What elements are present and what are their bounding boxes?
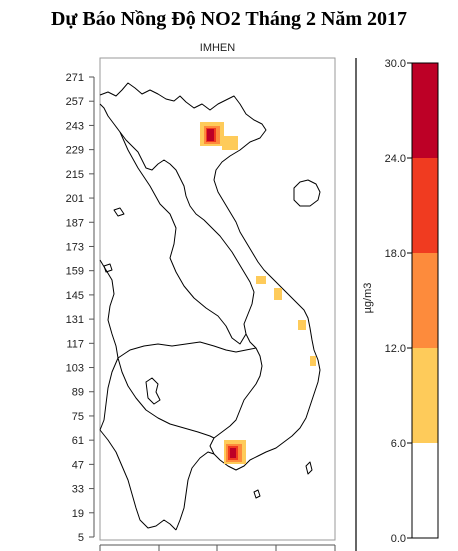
y-tick-label: 243 xyxy=(66,120,84,132)
colorbar: 30.0 24.0 18.0 12.0 6.0 0.0 xyxy=(385,58,439,545)
y-tick-label: 89 xyxy=(72,387,84,399)
y-tick-label: 131 xyxy=(66,314,84,326)
colorbar-tick-label: 18.0 xyxy=(385,248,406,260)
y-tick-label: 201 xyxy=(66,193,84,205)
hotspot-quangngai xyxy=(274,288,282,300)
boundaries xyxy=(99,82,321,531)
y-tick-label: 159 xyxy=(66,266,84,278)
y-tick-label: 229 xyxy=(66,145,84,157)
colorbar-band xyxy=(412,253,438,348)
colorbar-tick-label: 0.0 xyxy=(391,533,406,545)
gulf-coast xyxy=(99,429,215,531)
colorbar-tick-label: 30.0 xyxy=(385,58,406,70)
y-tick-label: 173 xyxy=(66,241,84,253)
colorbar-band xyxy=(412,348,438,443)
y-tick-label: 117 xyxy=(66,338,84,350)
y-tick-label: 33 xyxy=(72,484,84,496)
thailand-outline xyxy=(99,259,119,431)
y-tick-label: 75 xyxy=(72,411,84,423)
hotspot-quynhon xyxy=(298,320,306,330)
cambodia-outline xyxy=(117,341,257,439)
y-tick-label: 215 xyxy=(66,169,84,181)
colorbar-frame xyxy=(411,62,439,539)
colorbar-tick-label: 24.0 xyxy=(385,153,406,165)
colorbar-band xyxy=(412,443,438,538)
island-1 xyxy=(113,207,125,217)
colorbar-band xyxy=(412,63,438,158)
colorbar-band xyxy=(412,158,438,253)
island-2 xyxy=(145,377,161,405)
y-tick-label: 19 xyxy=(72,508,84,520)
y-tick-label: 187 xyxy=(66,217,84,229)
y-axis: 271 257 243 229 215 201 187 173 159 145 131 117 103 8… xyxy=(66,72,95,544)
y-tick-label: 103 xyxy=(66,363,84,375)
y-tick-label: 145 xyxy=(66,290,84,302)
hotspot-hanoi-core xyxy=(207,129,214,141)
y-tick-label: 257 xyxy=(66,96,84,108)
hotspot-danang xyxy=(256,276,266,284)
y-tick-label: 47 xyxy=(72,459,84,471)
map-title: Dự Báo Nồng Độ NO2 Tháng 2 Năm 2017 xyxy=(50,8,408,30)
map-subtitle: IMHEN xyxy=(199,42,236,54)
y-tick-label: 61 xyxy=(72,435,84,447)
island-5 xyxy=(103,263,113,273)
island-3 xyxy=(305,461,313,475)
x-axis xyxy=(99,544,336,551)
y-tick-label: 271 xyxy=(66,72,84,84)
hotspot-hcmc-core xyxy=(230,448,236,458)
vietnam-outline xyxy=(99,82,321,471)
colorbar-unit: µg/m3 xyxy=(362,283,374,314)
colorbar-tick-label: 6.0 xyxy=(391,438,406,450)
y-tick-label: 5 xyxy=(78,532,84,544)
colorbar-tick-label: 12.0 xyxy=(385,343,406,355)
no2-hotspots xyxy=(200,122,316,464)
hainan-outline xyxy=(293,179,321,207)
hotspot-hanoi-tail xyxy=(222,136,238,150)
island-4 xyxy=(253,489,261,499)
laos-outline xyxy=(119,131,247,345)
hotspot-nhatrang xyxy=(310,356,316,366)
